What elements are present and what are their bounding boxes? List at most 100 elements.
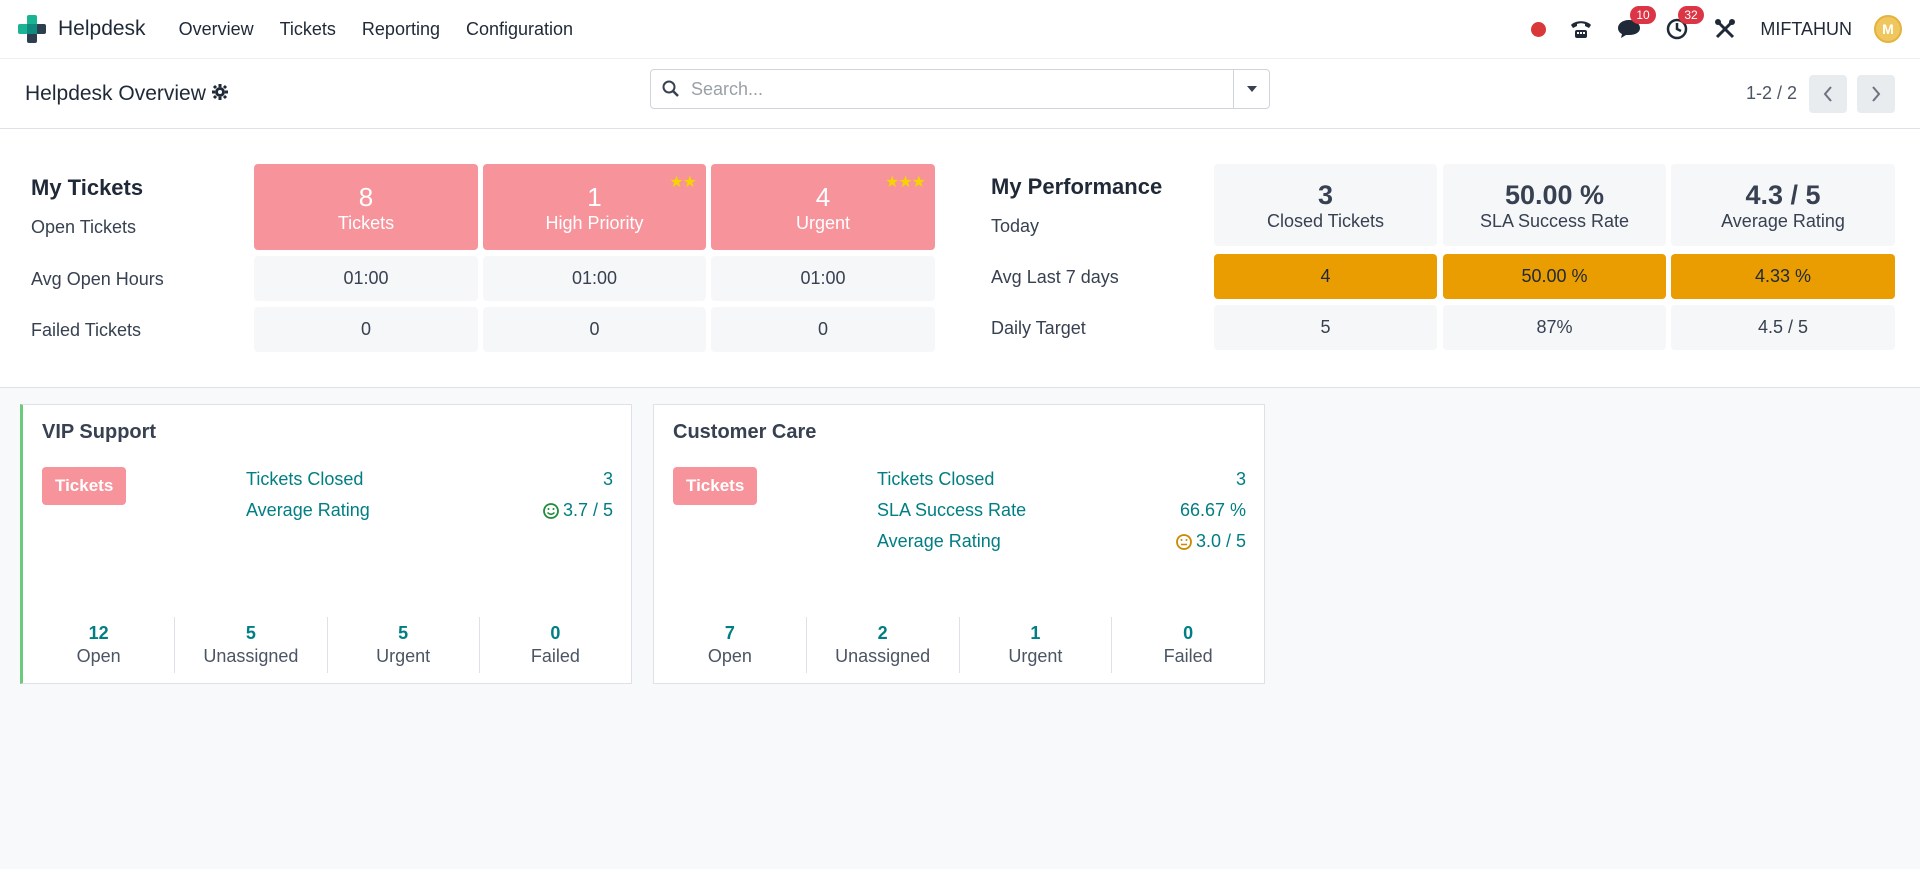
avg-open-hours-label: Avg Open Hours xyxy=(31,269,164,289)
record-dot-icon[interactable] xyxy=(1531,21,1547,37)
closed-tickets-value: 3 xyxy=(1317,179,1334,210)
footer-label: Unassigned xyxy=(203,646,299,666)
footer-num: 5 xyxy=(398,623,409,643)
footer-label: Open xyxy=(707,646,752,666)
helpdesk-dashboard: My Tickets Open Tickets Avg Open Hours F… xyxy=(0,129,1920,388)
avg-hours-tickets[interactable]: 01:00 xyxy=(254,256,478,301)
breadcrumb: Helpdesk Overview xyxy=(25,82,228,106)
avg-last-7-days-label: Avg Last 7 days xyxy=(991,267,1119,287)
user-name[interactable]: MIFTAHUN xyxy=(1760,18,1852,39)
stat-label: Average Rating xyxy=(246,500,370,520)
stat-tickets-closed[interactable]: Tickets Closed 3 xyxy=(877,469,1246,490)
tickets-label: Tickets xyxy=(337,212,395,233)
footer-num: 0 xyxy=(550,623,561,643)
footer-label: Open xyxy=(76,646,121,666)
menu-configuration[interactable]: Configuration xyxy=(465,18,574,39)
failed-urgent[interactable]: 0 xyxy=(711,307,935,352)
phone-icon[interactable] xyxy=(1568,16,1594,42)
stat-average-rating[interactable]: Average Rating 3.7 / 5 xyxy=(246,500,613,521)
average-rating-label: Average Rating xyxy=(1721,210,1845,231)
team-footer: 7 Open 2 Unassigned 1 Urgent 0 Failed xyxy=(654,617,1264,673)
search-input[interactable] xyxy=(691,78,1233,100)
tickets-button[interactable]: Tickets xyxy=(42,467,127,505)
gear-icon[interactable] xyxy=(211,82,228,106)
my-tickets-urgent-cell[interactable]: ★★★ 4 Urgent xyxy=(711,164,935,250)
footer-num: 7 xyxy=(724,623,735,643)
stat-label: Tickets Closed xyxy=(246,469,364,489)
avg-hours-urgent[interactable]: 01:00 xyxy=(711,256,935,301)
footer-label: Unassigned xyxy=(835,646,931,666)
closed-tickets-label: Closed Tickets xyxy=(1266,210,1385,231)
activities-clock-icon[interactable]: 32 xyxy=(1664,6,1704,42)
my-tickets-high-priority-cell[interactable]: ★★ 1 High Priority xyxy=(483,164,706,250)
sla-success-label: SLA Success Rate xyxy=(1479,210,1630,231)
failed-high-priority[interactable]: 0 xyxy=(483,307,706,352)
last7-sla: 50.00 % xyxy=(1443,254,1666,299)
menu-tickets[interactable]: Tickets xyxy=(279,18,336,39)
menu-overview[interactable]: Overview xyxy=(178,18,254,39)
target-closed: 5 xyxy=(1214,305,1437,350)
footer-urgent[interactable]: 1 Urgent xyxy=(958,617,1112,673)
stat-value: 66.67 % xyxy=(1179,500,1246,520)
average-rating-value: 4.3 / 5 xyxy=(1745,179,1821,210)
team-name[interactable]: VIP Support xyxy=(42,421,157,443)
stat-value: 3.7 / 5 xyxy=(562,500,613,520)
stat-value-wrap: 3.7 / 5 xyxy=(543,500,613,521)
footer-label: Urgent xyxy=(1008,646,1063,666)
stat-value: 3 xyxy=(602,469,613,489)
target-rating: 4.5 / 5 xyxy=(1671,305,1895,350)
menu-reporting[interactable]: Reporting xyxy=(361,18,440,39)
stat-value: 3.0 / 5 xyxy=(1195,531,1246,551)
urgent-label: Urgent xyxy=(795,212,851,233)
messages-icon[interactable]: 10 xyxy=(1616,6,1656,42)
my-tickets-open-cell[interactable]: 8 Tickets xyxy=(254,164,478,250)
debug-tools-icon[interactable] xyxy=(1712,16,1738,42)
stat-label: SLA Success Rate xyxy=(877,500,1027,520)
avg-hours-high-priority[interactable]: 01:00 xyxy=(483,256,706,301)
footer-label: Failed xyxy=(1163,646,1213,666)
systray: 10 32 MIFTAHUN M xyxy=(1531,6,1902,43)
footer-urgent[interactable]: 5 Urgent xyxy=(326,617,479,673)
caret-down-icon xyxy=(1246,86,1257,92)
footer-unassigned[interactable]: 5 Unassigned xyxy=(174,617,326,673)
perf-closed-tickets-today: 3 Closed Tickets xyxy=(1214,164,1437,246)
stat-label: Average Rating xyxy=(877,531,1001,551)
footer-open[interactable]: 7 Open xyxy=(654,617,806,673)
two-star-icon: ★★ xyxy=(669,174,697,191)
three-star-icon: ★★★ xyxy=(884,174,926,191)
footer-label: Failed xyxy=(530,646,580,666)
pager-previous-button[interactable] xyxy=(1809,74,1847,113)
footer-open[interactable]: 12 Open xyxy=(23,617,174,673)
footer-failed[interactable]: 0 Failed xyxy=(1111,617,1264,673)
pager-value[interactable]: 1-2 / 2 xyxy=(1745,83,1797,103)
search-options-toggle[interactable] xyxy=(1233,70,1269,108)
smile-face-icon xyxy=(543,502,559,519)
failed-tickets[interactable]: 0 xyxy=(254,307,478,352)
messages-badge: 10 xyxy=(1630,6,1656,24)
last7-rating: 4.33 % xyxy=(1671,254,1895,299)
tickets-button[interactable]: Tickets xyxy=(673,467,758,505)
main-menu: Overview Tickets Reporting Configuration xyxy=(166,19,586,40)
high-priority-count: 1 xyxy=(587,181,602,212)
footer-unassigned[interactable]: 2 Unassigned xyxy=(805,617,959,673)
footer-num: 2 xyxy=(877,623,888,643)
my-performance-title: My Performance xyxy=(991,174,1163,199)
footer-label: Urgent xyxy=(376,646,431,666)
chevron-left-icon xyxy=(1823,85,1832,102)
today-label: Today xyxy=(991,216,1040,236)
footer-failed[interactable]: 0 Failed xyxy=(478,617,631,673)
user-avatar[interactable]: M xyxy=(1874,15,1902,43)
pager: 1-2 / 2 xyxy=(1745,74,1895,113)
team-name[interactable]: Customer Care xyxy=(673,421,817,443)
page-title: Helpdesk Overview xyxy=(25,81,206,105)
search-icon xyxy=(651,80,691,98)
stat-sla-success-rate[interactable]: SLA Success Rate 66.67 % xyxy=(877,500,1246,521)
my-tickets-title: My Tickets xyxy=(31,175,144,200)
stat-value-wrap: 3.0 / 5 xyxy=(1176,531,1246,552)
open-tickets-label: Open Tickets xyxy=(31,217,137,237)
stat-tickets-closed[interactable]: Tickets Closed 3 xyxy=(246,469,613,490)
pager-next-button[interactable] xyxy=(1857,74,1895,113)
stat-average-rating[interactable]: Average Rating 3.0 / 5 xyxy=(877,531,1246,552)
neutral-face-icon xyxy=(1176,533,1192,550)
app-brand[interactable]: Helpdesk xyxy=(18,15,146,43)
